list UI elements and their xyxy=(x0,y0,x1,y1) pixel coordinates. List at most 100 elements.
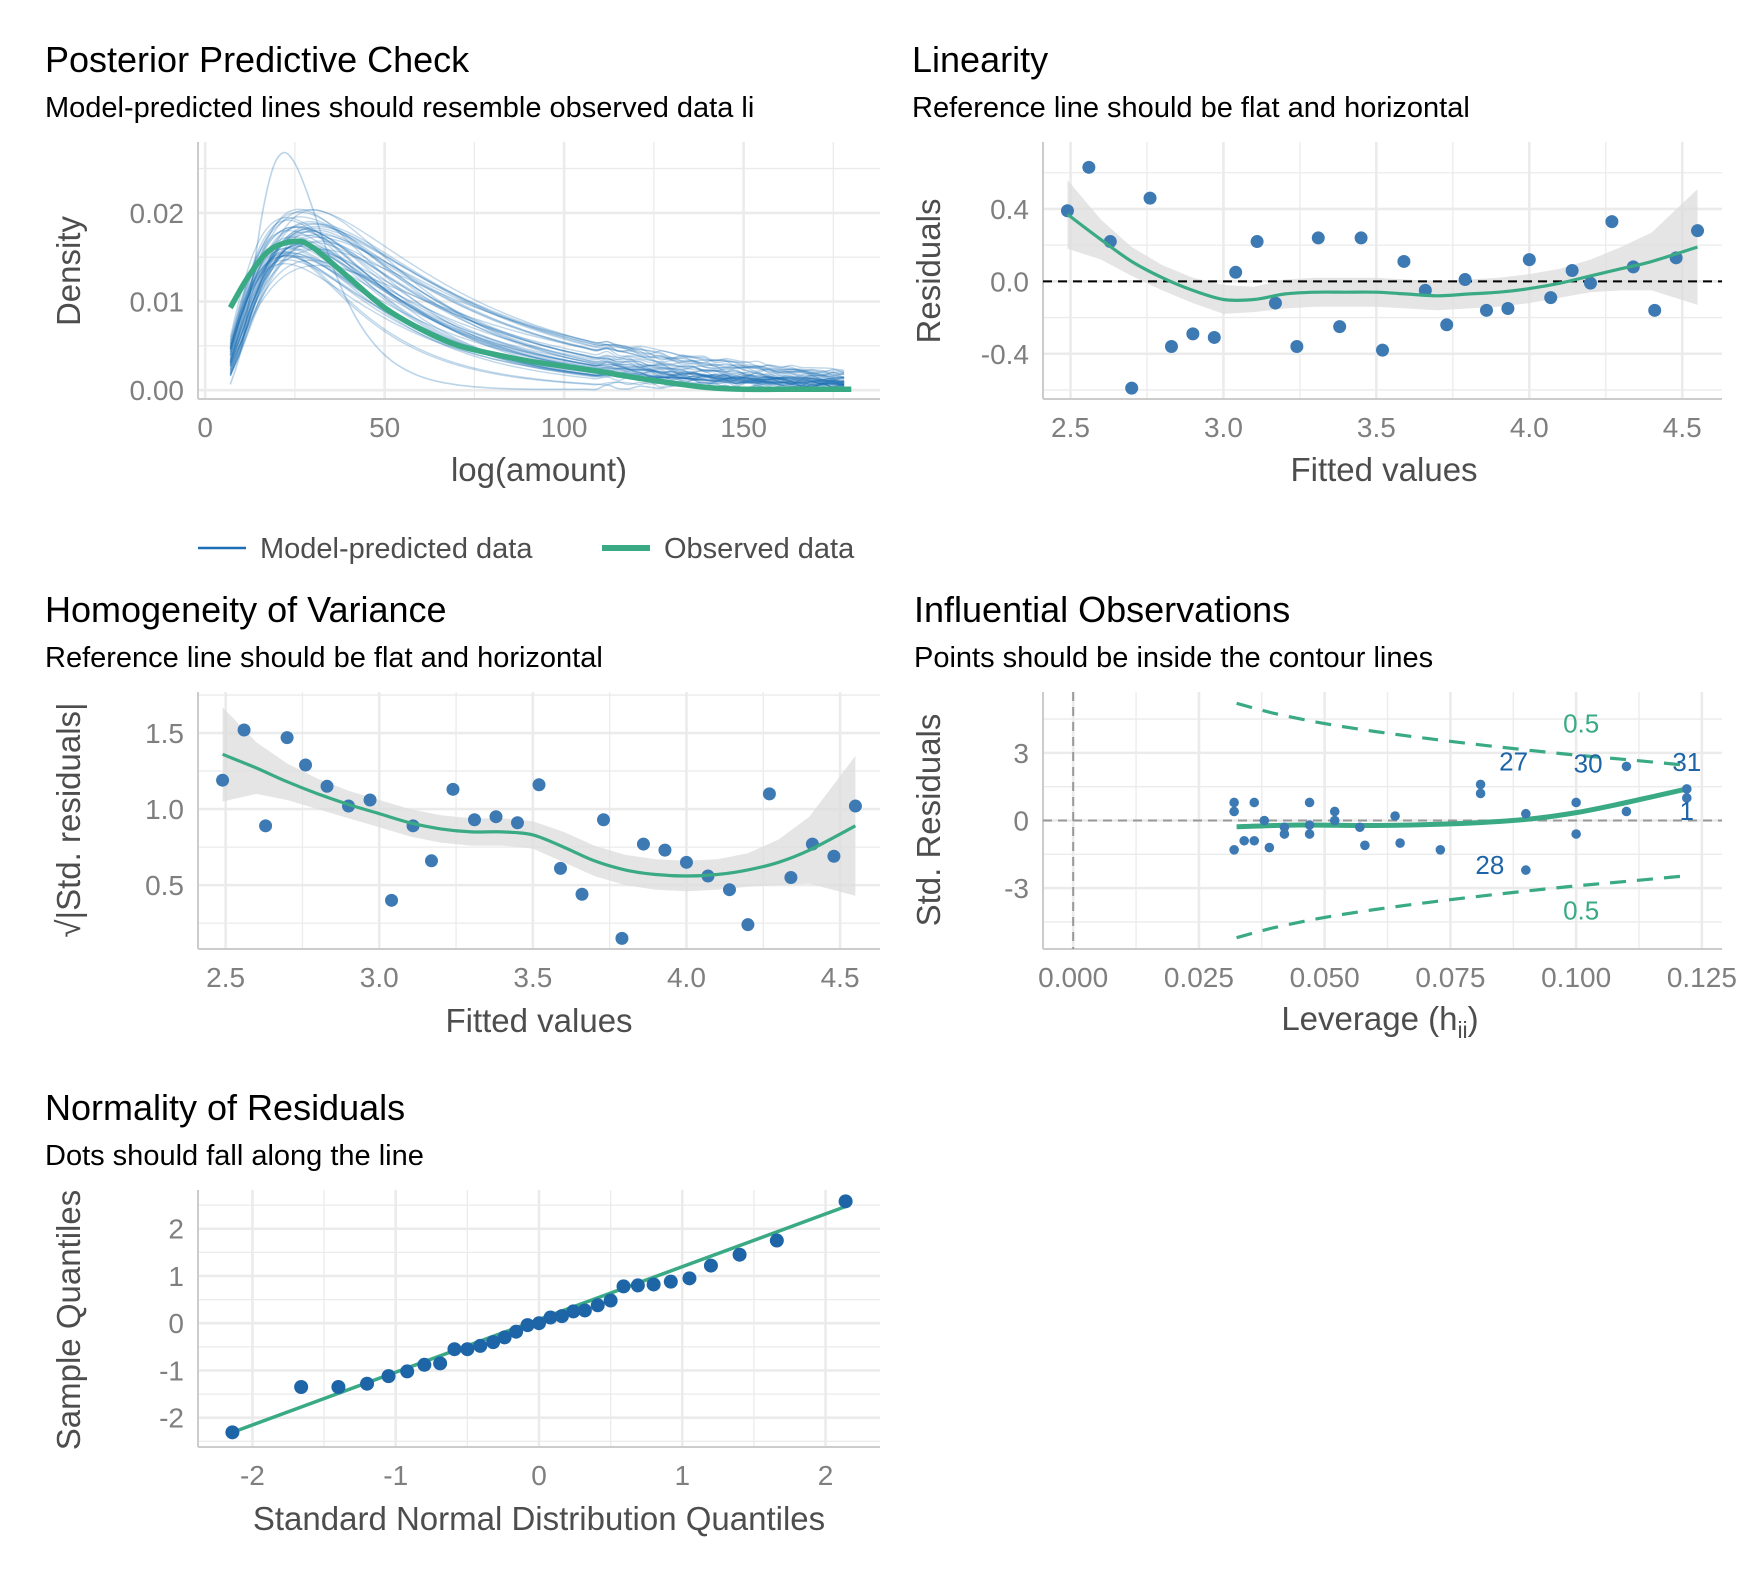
data-point xyxy=(1458,273,1472,287)
point-label: 27 xyxy=(1499,746,1528,776)
data-point xyxy=(1648,303,1662,317)
data-point xyxy=(663,1274,678,1289)
data-point xyxy=(460,1342,475,1357)
y-tick-label: 0 xyxy=(168,1308,184,1339)
data-point xyxy=(497,1330,512,1345)
data-point xyxy=(636,837,650,851)
model-predicted-line xyxy=(229,209,845,385)
model-predicted-line xyxy=(229,254,845,383)
model-predicted-line xyxy=(229,208,845,375)
model-predicted-line xyxy=(229,252,845,388)
y-axis-label: Residuals xyxy=(910,199,947,344)
model-predicted-line xyxy=(229,231,845,389)
data-point xyxy=(1571,797,1581,808)
data-point xyxy=(520,1318,535,1333)
data-point xyxy=(532,1316,546,1331)
data-point xyxy=(741,918,755,932)
data-point xyxy=(1143,191,1157,205)
data-point xyxy=(510,816,524,830)
panel-homogeneity: 2.5 3.0 3.5 4.0 4.5 0.5 1.0 1.5 xyxy=(145,692,880,993)
data-point xyxy=(848,799,862,813)
x-axis-label: log(amount) xyxy=(451,451,627,488)
legend-label-observed: Observed data xyxy=(664,533,855,565)
data-point xyxy=(1355,822,1365,833)
data-point xyxy=(1395,838,1405,848)
data-point xyxy=(646,1277,661,1292)
data-point xyxy=(1249,835,1260,846)
model-predicted-line xyxy=(229,222,845,373)
chart-legend: Model-predicted data Observed data xyxy=(198,533,855,565)
model-predicted-line xyxy=(229,230,845,379)
x-tick-label: 0.100 xyxy=(1541,962,1611,993)
data-point xyxy=(1521,865,1531,875)
chart-title: Influential Observations xyxy=(914,589,1290,630)
data-point xyxy=(489,810,503,824)
chart-title: Homogeneity of Variance xyxy=(45,589,447,630)
data-point xyxy=(1475,788,1486,799)
y-tick-label: 0.00 xyxy=(130,375,185,406)
data-point xyxy=(509,1324,524,1339)
chart-subtitle: Points should be inside the contour line… xyxy=(914,642,1433,674)
chart-subtitle: Reference line should be flat and horizo… xyxy=(45,642,603,674)
panel-linearity: 2.5 3.0 3.5 4.0 4.5 -0.4 0.0 0.4 xyxy=(981,142,1722,443)
smooth-line xyxy=(1066,213,1698,302)
data-point xyxy=(259,819,273,833)
data-point xyxy=(703,1258,718,1273)
model-predicted-line xyxy=(229,234,845,382)
model-predicted-line xyxy=(229,245,845,386)
data-point xyxy=(447,1342,462,1357)
point-label: 30 xyxy=(1574,748,1603,778)
data-point xyxy=(1329,815,1340,826)
data-point xyxy=(682,1271,697,1286)
model-predicted-line xyxy=(229,248,845,374)
data-point xyxy=(424,854,438,868)
model-draws xyxy=(229,151,845,391)
x-tick-label: -1 xyxy=(383,1460,408,1491)
data-point xyxy=(237,723,251,737)
panel-qq: -2 -1 0 1 2 -2 -1 0 1 2 xyxy=(159,1190,880,1491)
data-point xyxy=(1082,160,1096,174)
data-point xyxy=(1360,840,1370,851)
x-axis-label: Leverage (hii) xyxy=(1281,1000,1478,1043)
data-point xyxy=(1565,264,1579,277)
model-predicted-line xyxy=(229,227,845,376)
model-predicted-line xyxy=(229,216,845,377)
x-tick-label: -2 xyxy=(240,1460,265,1491)
data-point xyxy=(679,855,693,869)
data-point xyxy=(597,813,611,827)
data-point xyxy=(1681,784,1692,794)
x-tick-label: 0.000 xyxy=(1038,962,1108,993)
data-point xyxy=(1605,215,1619,229)
data-point xyxy=(1268,296,1282,310)
y-tick-label: 0.5 xyxy=(145,870,184,901)
data-point xyxy=(216,773,230,787)
observed-data-line xyxy=(227,238,852,393)
panel-ppc: 0 50 100 150 0.00 0.01 0.02 xyxy=(130,142,880,443)
x-tick-label: 3.5 xyxy=(513,962,552,993)
model-predicted-line xyxy=(229,245,845,384)
y-tick-label: 0 xyxy=(1013,806,1029,837)
x-tick-label: 2.5 xyxy=(1051,412,1090,443)
y-axis-label: √|Std. residuals| xyxy=(50,702,87,937)
cooks-contour-lower xyxy=(1236,874,1687,940)
data-point xyxy=(1304,820,1315,830)
data-point xyxy=(381,1369,396,1384)
data-point xyxy=(385,893,399,907)
x-tick-label: 1 xyxy=(674,1460,690,1491)
chart-subtitle: Model-predicted lines should resemble ob… xyxy=(45,92,754,124)
data-point xyxy=(590,1298,605,1313)
model-predicted-line xyxy=(229,219,845,387)
data-point xyxy=(615,931,629,945)
x-axis-label-close: ) xyxy=(1468,1000,1479,1037)
model-predicted-line xyxy=(229,208,845,387)
chart-subtitle: Dots should fall along the line xyxy=(45,1140,424,1172)
model-predicted-line xyxy=(229,229,845,385)
data-point xyxy=(838,1194,853,1209)
data-point xyxy=(575,887,589,901)
data-point xyxy=(1329,806,1340,817)
data-point xyxy=(331,1380,346,1395)
data-point xyxy=(603,1293,618,1308)
x-axis-label-main: Leverage (h xyxy=(1281,1000,1457,1037)
chart-title: Normality of Residuals xyxy=(45,1087,405,1128)
